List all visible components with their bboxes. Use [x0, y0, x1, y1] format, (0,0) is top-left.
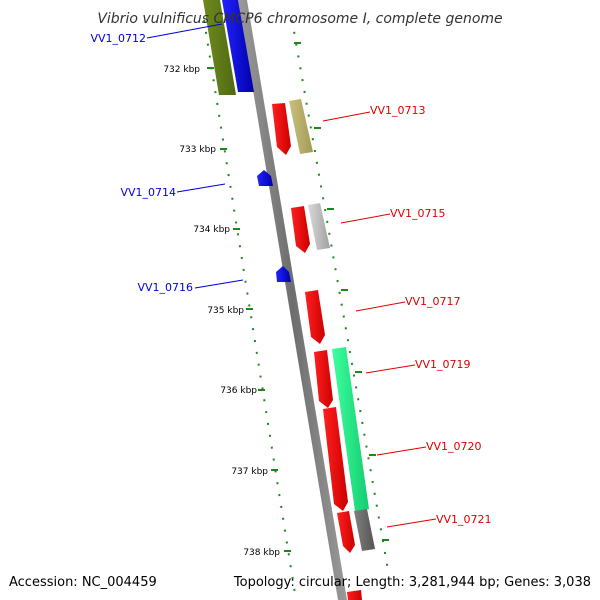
label-connectors — [146, 23, 437, 528]
gene-block-vv1-0719[interactable] — [314, 350, 333, 408]
gene-label-vv1-0720[interactable]: VV1_0720 — [426, 440, 482, 453]
gene-label-vv1-0716[interactable]: VV1_0716 — [137, 281, 193, 294]
gene-label-vv1-0713[interactable]: VV1_0713 — [370, 104, 426, 117]
gene-block-vv1-0716[interactable] — [276, 266, 291, 282]
tick-label: 735 kbp — [207, 306, 244, 316]
gene-block-vv1-0720[interactable] — [323, 407, 348, 511]
gene-block-vv1-0717[interactable] — [305, 290, 325, 344]
gene-block-vv1-0715-companion[interactable] — [308, 203, 330, 250]
tick-label: 732 kbp — [163, 65, 200, 75]
gene-label-vv1-0714[interactable]: VV1_0714 — [120, 186, 176, 199]
outer-major-ticks — [294, 42, 389, 541]
gene-block-vv1-0712-green[interactable] — [203, 0, 236, 95]
map-title: Vibrio vulnificus CMCP6 chromosome I, co… — [97, 11, 502, 27]
gene-block-vv1-0719-companion[interactable] — [332, 347, 369, 511]
backbone — [238, 0, 347, 600]
tick-label: 733 kbp — [179, 145, 216, 155]
tick-label: 736 kbp — [220, 386, 257, 396]
gene-block-partial-bottom — [347, 590, 362, 600]
major-ticks — [207, 67, 291, 552]
gene-label-vv1-0715[interactable]: VV1_0715 — [390, 207, 446, 220]
gene-label-vv1-0712[interactable]: VV1_0712 — [90, 32, 146, 45]
gene-block-vv1-0714[interactable] — [257, 170, 273, 186]
topology-text: Topology: circular; Length: 3,281,944 bp… — [233, 575, 591, 590]
gene-label-vv1-0717[interactable]: VV1_0717 — [405, 295, 461, 308]
tick-label: 734 kbp — [193, 225, 230, 235]
gene-block-vv1-0712[interactable] — [222, 0, 254, 92]
tick-label: 737 kbp — [231, 467, 268, 477]
inner-dotted-circle — [203, 19, 297, 600]
gene-label-vv1-0719[interactable]: VV1_0719 — [415, 358, 471, 371]
gene-block-vv1-0721-companion[interactable] — [354, 509, 375, 551]
tick-label: 738 kbp — [243, 548, 280, 558]
gene-block-vv1-0721[interactable] — [337, 511, 355, 553]
accession-text: Accession: NC_004459 — [9, 575, 157, 590]
gene-block-vv1-0715[interactable] — [291, 206, 310, 253]
gene-block-vv1-0713[interactable] — [272, 103, 291, 155]
gene-block-vv1-0713-companion[interactable] — [289, 99, 313, 154]
gene-label-vv1-0721[interactable]: VV1_0721 — [436, 513, 492, 526]
